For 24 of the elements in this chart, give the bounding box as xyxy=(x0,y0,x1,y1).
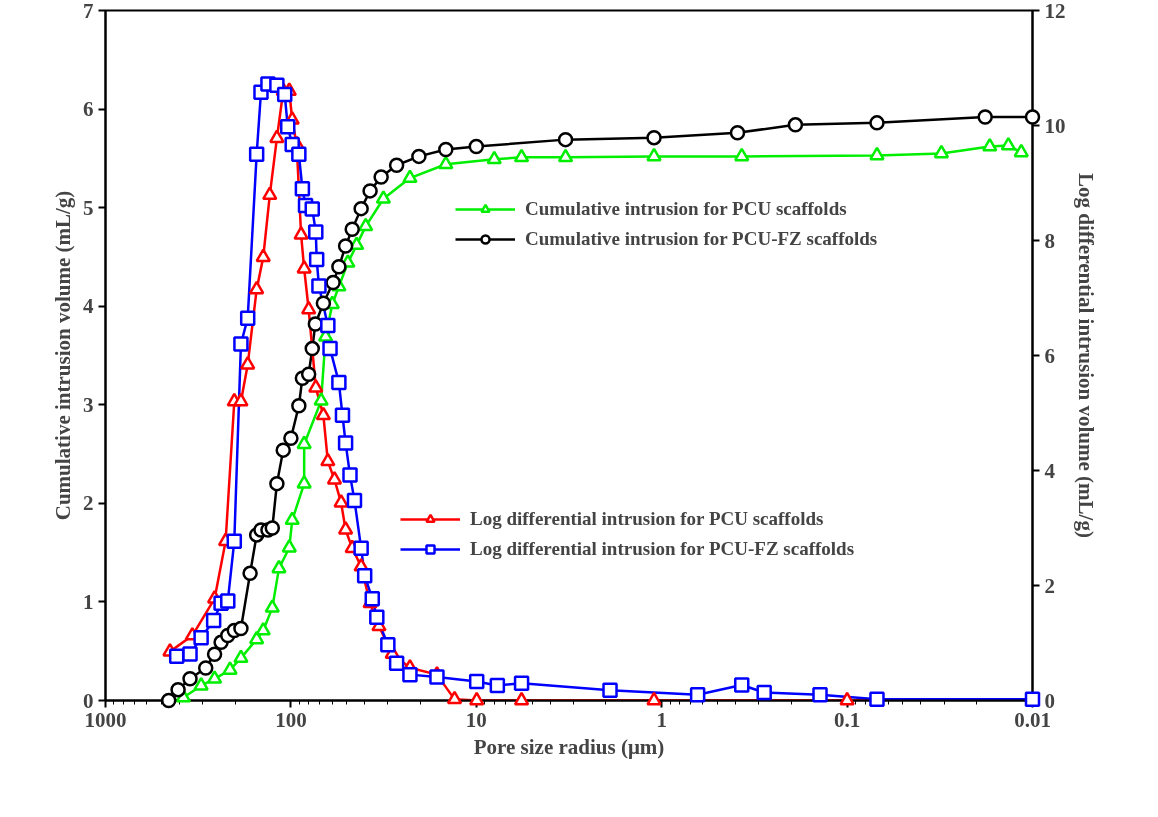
x-tick-label: 100 xyxy=(275,707,307,732)
y-axis-title: Cumulative intrusion volume (mL/g) xyxy=(51,190,75,521)
y-tick-label: 1 xyxy=(83,589,94,614)
y-tick-label: 2 xyxy=(83,491,94,516)
y2-tick-label: 12 xyxy=(1044,0,1066,23)
legend-label: Cumulative intrusion for PCU scaffolds xyxy=(525,198,847,220)
legend-label: Log differential intrusion for PCU scaffolds xyxy=(470,508,824,530)
y-tick-label: 5 xyxy=(83,195,94,220)
y2-tick-label: 4 xyxy=(1044,458,1056,483)
y2-tick-label: 6 xyxy=(1044,343,1055,368)
legend-label: Log differential intrusion for PCU-FZ scaffolds xyxy=(470,538,855,560)
y-tick-label: 3 xyxy=(83,392,94,417)
y-tick-label: 7 xyxy=(83,0,94,23)
y2-tick-label: 10 xyxy=(1044,113,1066,138)
legend-label: Cumulative intrusion for PCU-FZ scaffolds xyxy=(525,228,878,250)
x-axis-title: Pore size radius (μm) xyxy=(473,734,665,759)
y2-tick-label: 2 xyxy=(1044,573,1055,598)
y-tick-label: 4 xyxy=(83,294,94,319)
x-tick-label: 1 xyxy=(656,707,667,732)
y2-tick-label: 8 xyxy=(1044,228,1055,253)
y-tick-label: 6 xyxy=(83,97,94,122)
y2-axis-title: Log differential intrusion volume (mL/g) xyxy=(1073,173,1098,538)
x-tick-label: 0.1 xyxy=(833,707,861,732)
x-tick-label: 10 xyxy=(465,707,487,732)
